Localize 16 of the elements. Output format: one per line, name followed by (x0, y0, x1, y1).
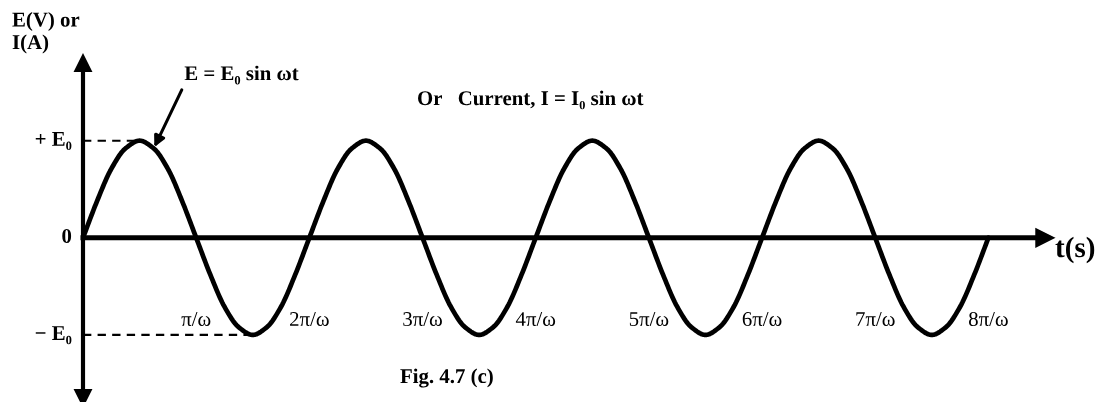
annotation: 0 (62, 228, 72, 243)
y-axis-title: E(V) or I(A) (12, 12, 80, 54)
text: Or Current, I = I₀ sin ωt (418, 90, 644, 110)
x-tick-label: 7π/ω (856, 312, 895, 327)
ref-line-label: + E₀ (35, 132, 72, 151)
x-tick-label: 6π/ω (742, 312, 782, 327)
x-tick-label: π/ω (181, 312, 211, 327)
x-tick-label: 8π/ω (968, 312, 1008, 327)
ref-line-label: − E₀ (35, 326, 72, 345)
x-tick-label: 3π/ω (403, 312, 442, 327)
x-tick-label: 4π/ω (515, 312, 556, 327)
caption: Fig. 4.7 (c) (400, 368, 493, 388)
x-axis-title: t(s) (1055, 236, 1095, 264)
x-tick-label: 2π/ω (290, 312, 329, 327)
annotation: E = E₀ sin ωt (184, 65, 299, 85)
x-tick-label: 5π/ω (629, 312, 669, 327)
